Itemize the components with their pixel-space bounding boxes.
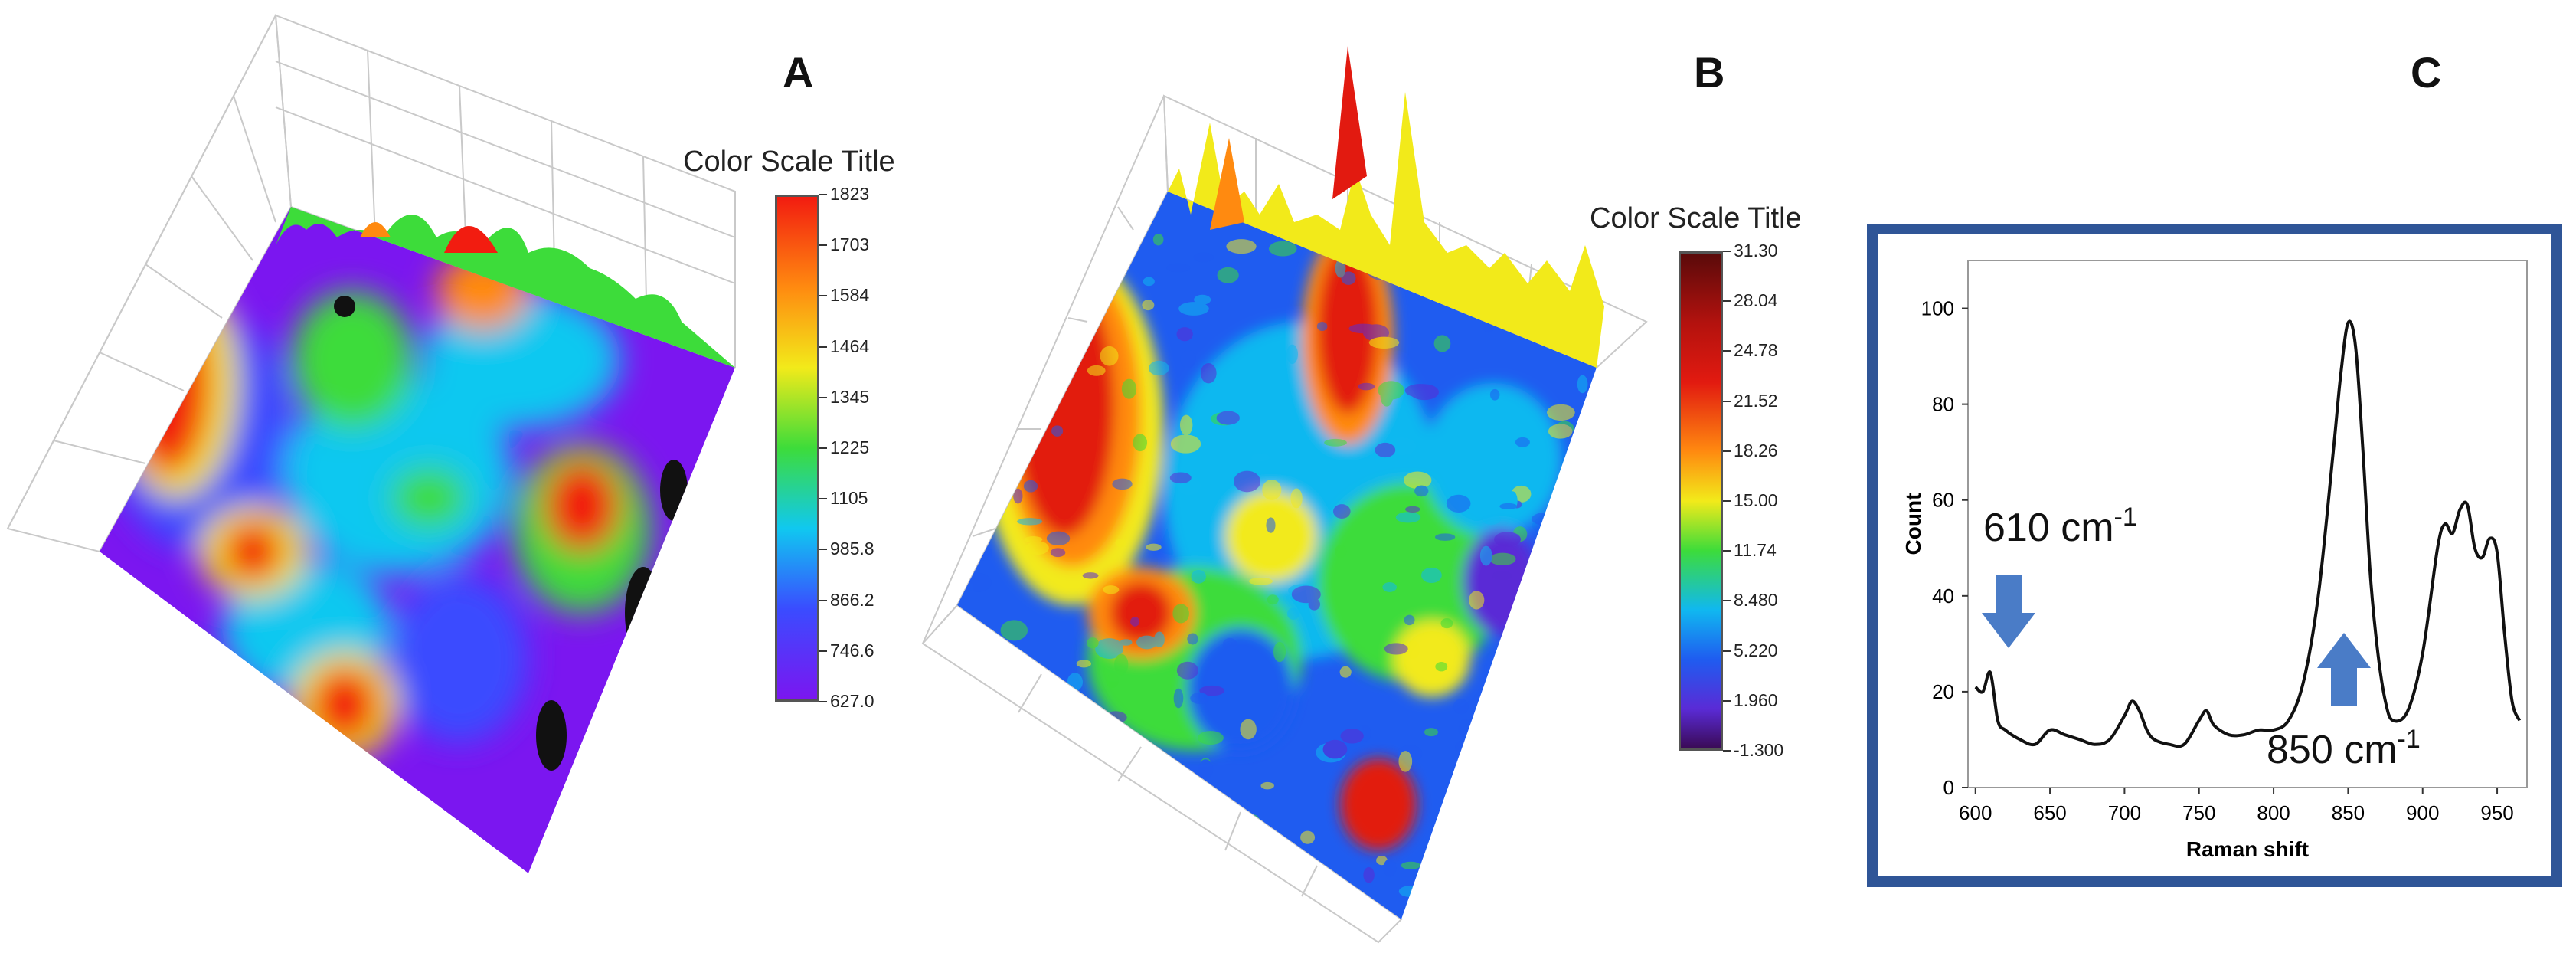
panel-b-colorbar-tick-label: 31.30 <box>1734 241 1778 260</box>
panel-b-colorbar-tick-mark <box>1723 699 1731 702</box>
annotation-arrow-down <box>1982 575 2035 648</box>
panel-b-colorbar-tick-label: 18.26 <box>1734 440 1778 460</box>
panel-b-colorbar-tick-mark <box>1723 500 1731 502</box>
y-tick-label: 0 <box>1943 776 1954 799</box>
panel-a-colorbar-tick-label: 985.8 <box>830 539 874 559</box>
panel-a-colorbar-tick-label: 866.2 <box>830 589 874 610</box>
panel-b-colorbar-tick-label: 1.960 <box>1734 689 1778 710</box>
panel-b-colorbar-tick-label: -1.300 <box>1734 740 1784 760</box>
panel-b-ridge <box>1164 92 1604 368</box>
panel-b-colorbar-tick-mark <box>1723 650 1731 652</box>
panel-a-colorbar-tick-mark <box>819 549 827 551</box>
x-tick-label: 650 <box>2033 801 2066 824</box>
panel-a-colorbar-tick-mark <box>819 599 827 601</box>
x-tick-label: 700 <box>2108 801 2141 824</box>
panel-b-surface-plot <box>921 46 1648 944</box>
panel-c-annotations: 610 cm-1 850 cm-1 <box>1982 503 2421 772</box>
x-tick-label: 850 <box>2332 801 2365 824</box>
panel-a-colorbar-tick-mark <box>819 447 827 449</box>
panel-b-colorbar-tick-label: 11.74 <box>1734 540 1777 561</box>
y-tick-label: 60 <box>1932 489 1954 512</box>
x-tick-label: 750 <box>2182 801 2215 824</box>
panel-a-colorbar-tick-label: 1823 <box>830 184 870 204</box>
panel-a-colorbar-tick-mark <box>819 295 827 297</box>
panel-b-colorbar-tick-label: 5.220 <box>1734 640 1778 660</box>
panel-a-colorbar-tick-mark <box>819 498 827 500</box>
panel-a-surface-plot <box>6 12 736 873</box>
panel-a-colorbar-tick-mark <box>819 346 827 348</box>
panel-b-colorbar-tick-label: 21.52 <box>1734 390 1778 411</box>
panel-a-colorbar-tick-label: 1464 <box>830 336 870 356</box>
panel-a-colorbar-tick-label: 746.6 <box>830 640 874 660</box>
annotation-850-label: 850 cm-1 <box>2267 725 2421 772</box>
panel-b-label: B <box>1694 48 1725 97</box>
panel-a-colorbar-tick-mark <box>819 244 827 247</box>
series-line <box>1974 319 2522 748</box>
panel-b-colorbar-tick-mark <box>1723 251 1731 252</box>
plot-area-border <box>1967 260 2528 788</box>
panel-a-colorbar-tick-label: 1105 <box>830 488 868 509</box>
panel-a-colorbar-tick-mark <box>819 194 827 195</box>
panel-b-colorbar-tick-mark <box>1723 300 1731 303</box>
y-tick-label: 100 <box>1921 297 1954 320</box>
x-tick-label: 900 <box>2406 801 2439 824</box>
panel-b-colorbar-tick-label: 15.00 <box>1734 490 1778 510</box>
panel-b-colorbar-tick-label: 8.480 <box>1734 590 1778 611</box>
panel-a-colorbar-tick-label: 1703 <box>830 234 870 255</box>
panel-c-axes <box>1967 260 2528 788</box>
panel-c-frame <box>1867 224 2562 887</box>
panel-c-ticks: 600 650 700 750 800 850 900 950 0 20 40 60 80 100 <box>1921 297 2514 824</box>
y-axis-label: Count <box>1901 493 1925 555</box>
panel-a-colorbar-tick-mark <box>819 650 827 652</box>
panel-b-colorbar-tick-mark <box>1723 550 1731 552</box>
panel-a-grid <box>6 12 736 553</box>
annotation-610-label: 610 cm-1 <box>1983 503 2137 550</box>
annotation-arrow-up <box>2317 633 2371 706</box>
panel-a-colorbar <box>775 195 819 702</box>
panel-b-colorbar-tick-mark <box>1723 400 1731 402</box>
panel-a-colorbar-tick-mark <box>819 701 827 702</box>
panel-b-colorbar-tick-mark <box>1723 450 1731 452</box>
panel-a-colorbar-title: Color Scale Title <box>683 146 895 178</box>
x-axis-label: Raman shift <box>2186 837 2309 861</box>
panel-a-colorbar-tick-label: 1345 <box>830 386 870 407</box>
x-tick-label: 800 <box>2257 801 2290 824</box>
panel-a-colorbar-tick-label: 1584 <box>830 285 870 306</box>
panel-a-colorbar-tick-mark <box>819 396 827 398</box>
panel-b-colorbar-tick-label: 24.78 <box>1734 340 1778 361</box>
panel-b-colorbar-title: Color Scale Title <box>1590 202 1802 234</box>
x-tick-label: 950 <box>2480 801 2513 824</box>
panel-a-colorbar-tick-label: 627.0 <box>830 691 874 711</box>
panel-b-colorbar-tick-mark <box>1723 600 1731 602</box>
panel-a-ridges <box>276 207 735 368</box>
panel-b-colorbar <box>1679 251 1723 751</box>
y-tick-label: 40 <box>1932 585 1954 607</box>
panel-b-colorbar-tick-label: 28.04 <box>1734 290 1778 311</box>
x-tick-label: 600 <box>1959 801 1992 824</box>
panel-b-colorbar-tick-mark <box>1723 750 1731 752</box>
panel-a-label: A <box>783 48 814 97</box>
y-tick-label: 80 <box>1932 393 1954 416</box>
panel-b-colorbar-tick-mark <box>1723 350 1731 352</box>
panel-a-colorbar-tick-label: 1225 <box>830 437 870 457</box>
panel-c-label: C <box>2411 48 2442 97</box>
y-tick-label: 20 <box>1932 680 1954 703</box>
